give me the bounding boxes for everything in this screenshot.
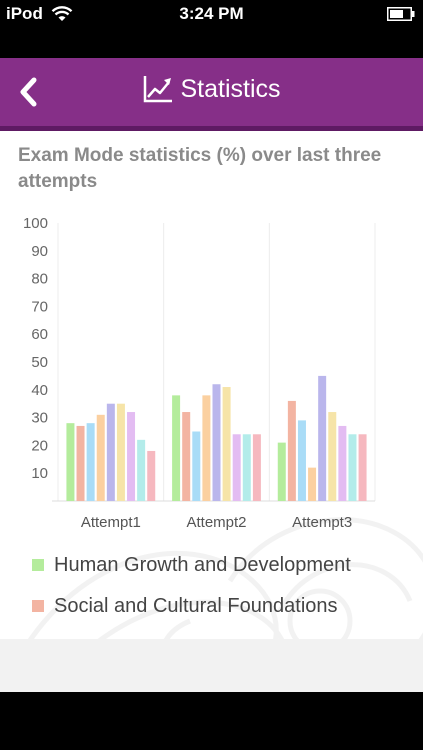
battery-icon (387, 7, 415, 21)
bar (147, 450, 156, 501)
y-tick-label: 100 (23, 215, 48, 232)
legend-label: Social and Cultural Foundations (54, 594, 338, 617)
x-tick-label: Attempt2 (186, 514, 246, 531)
bar (277, 442, 286, 501)
bar (192, 431, 201, 501)
bar (182, 412, 191, 501)
bar (232, 434, 241, 501)
bar (76, 425, 85, 501)
bar (137, 439, 146, 501)
y-tick-label: 60 (31, 326, 48, 343)
bar (127, 412, 136, 501)
bar (212, 384, 221, 501)
y-tick-label: 90 (31, 243, 48, 260)
status-left: iPod (6, 4, 73, 24)
back-button[interactable] (14, 74, 44, 110)
y-tick-label: 40 (31, 382, 48, 399)
bar (338, 425, 347, 501)
chevron-left-icon (20, 77, 37, 107)
page-title: Statistics (180, 74, 281, 103)
bar (328, 412, 337, 501)
y-tick-label: 70 (31, 298, 48, 315)
navigation-bar: Statistics (0, 58, 423, 131)
chart-legend: Human Growth and Development Social and … (32, 551, 351, 633)
bar (86, 423, 95, 501)
y-tick-label: 80 (31, 271, 48, 288)
bar (252, 434, 261, 501)
bar (287, 400, 296, 501)
bar (116, 403, 125, 501)
y-tick-label: 50 (31, 354, 48, 371)
statistics-content: Exam Mode statistics (%) over last three… (0, 131, 423, 639)
chart-heading: Exam Mode statistics (%) over last three… (18, 145, 382, 192)
bar (308, 467, 317, 501)
carrier-label: iPod (6, 4, 43, 23)
bar (202, 395, 211, 501)
bar (297, 420, 306, 501)
bar (242, 434, 251, 501)
status-bar: iPod 3:24 PM (0, 0, 423, 30)
x-tick-label: Attempt1 (81, 514, 141, 531)
bar (358, 434, 367, 501)
y-tick-label: 20 (31, 437, 48, 454)
legend-swatch (32, 600, 44, 612)
bar (96, 414, 105, 501)
legend-label: Human Growth and Development (54, 553, 351, 576)
legend-item: Social and Cultural Foundations (32, 592, 351, 620)
bar (222, 387, 231, 501)
status-time: 3:24 PM (179, 4, 244, 23)
bar (348, 434, 357, 501)
y-tick-label: 30 (31, 410, 48, 427)
trend-chart-icon (144, 76, 173, 103)
bar (172, 395, 181, 501)
y-tick-label: 10 (31, 465, 48, 482)
bottom-area (0, 639, 423, 692)
legend-swatch (32, 559, 44, 571)
nav-title-group: Statistics (0, 74, 423, 104)
legend-item: Human Growth and Development (32, 551, 351, 579)
bottom-bar (0, 692, 423, 750)
bar (106, 403, 115, 501)
bar (66, 423, 75, 501)
wifi-icon (51, 6, 73, 21)
bar-chart: 10 20 30 40 50 60 70 80 90 100 Attempt1 Attempt2 Att… (23, 215, 376, 531)
bar (318, 375, 327, 501)
top-spacer (0, 30, 423, 58)
watermark-logo (28, 517, 423, 639)
x-tick-label: Attempt3 (292, 514, 352, 531)
